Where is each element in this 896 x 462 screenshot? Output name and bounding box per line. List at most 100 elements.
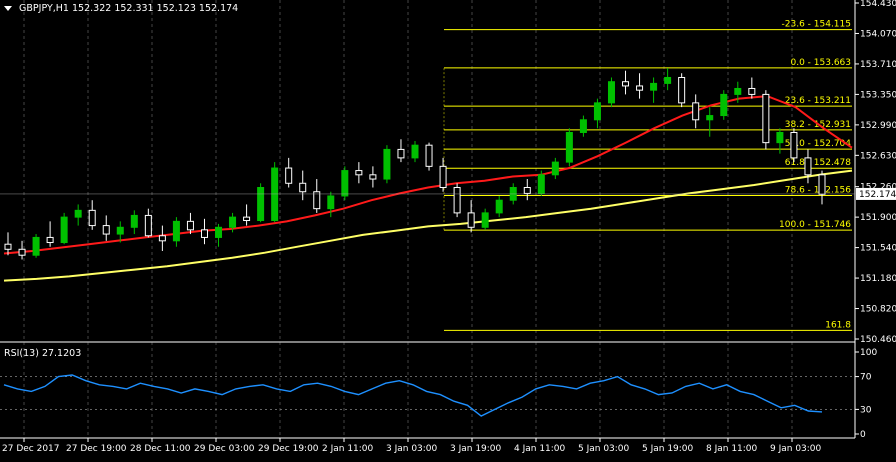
time-tick-label: 4 Jan 11:00: [514, 444, 566, 454]
current-price-label: 152.174: [859, 190, 896, 200]
time-tick-label: 29 Dec 19:00: [258, 444, 319, 454]
candle-body: [453, 187, 461, 214]
candle-body: [818, 174, 826, 195]
candle-body: [411, 144, 419, 159]
price-tick-label: 153.710: [860, 60, 896, 70]
candle-body: [88, 209, 96, 227]
candle-body: [383, 148, 391, 180]
candle-body: [144, 214, 152, 237]
time-tick-label: 29 Dec 03:00: [194, 444, 255, 454]
time-tick-label: 9 Jan 03:00: [770, 444, 822, 454]
candle-body: [397, 148, 405, 159]
candle-body: [607, 81, 615, 104]
candle-body: [425, 144, 433, 167]
candle-body: [355, 170, 363, 176]
price-tick-label: 152.260: [860, 183, 896, 193]
candle-body: [650, 82, 658, 91]
price-tick-label: 154.430: [860, 0, 896, 9]
candle-body: [116, 226, 124, 235]
candle-body: [692, 102, 700, 121]
ma-fast-line: [3, 95, 853, 255]
candle-body: [186, 220, 194, 231]
ohlc-readout: 152.322 152.331 152.123 152.174: [72, 3, 239, 14]
candle-body: [46, 236, 54, 244]
fibonacci-retracement[interactable]: -23.6 - 154.115 0.0 - 153.663 23.6 - 153.2…: [443, 20, 852, 331]
candle-body: [18, 248, 26, 256]
candle-body: [734, 87, 742, 95]
candle-body: [481, 212, 489, 228]
moving-averages: [3, 95, 853, 282]
fib-level-label: 61.8 - 152.478: [785, 158, 851, 168]
candle-body: [271, 167, 279, 222]
candle-body: [327, 195, 335, 210]
rsi-label: RSI(13) 27.1203: [4, 348, 82, 359]
candle-body: [32, 236, 40, 256]
price-tick-label: 151.180: [860, 274, 896, 284]
grid: [0, 0, 856, 439]
rsi-tick-label: 100: [860, 348, 877, 358]
candle-body: [636, 85, 644, 91]
candle-body: [60, 216, 68, 244]
price-tick-label: 152.630: [860, 151, 896, 161]
time-tick-label: 5 Jan 19:00: [642, 444, 694, 454]
fib-level-label: 50.0 - 152.704: [785, 139, 851, 149]
time-axis: 27 Dec 2017 27 Dec 19:00 28 Dec 11:00 29 De…: [2, 438, 822, 454]
rsi-tick-label: 0: [860, 430, 866, 440]
candle-body: [537, 174, 545, 194]
fib-level-label: 0.0 - 153.663: [791, 58, 852, 68]
time-tick-label: 27 Dec 19:00: [66, 444, 127, 454]
time-tick-label: 28 Dec 11:00: [130, 444, 191, 454]
ma-slow-line: [3, 169, 853, 282]
candle-body: [369, 174, 377, 180]
candle-body: [215, 226, 223, 238]
time-tick-label: 8 Jan 11:00: [706, 444, 758, 454]
candle-body: [523, 187, 531, 194]
triangle-down-icon[interactable]: [4, 6, 12, 11]
price-tick-label: 150.460: [860, 335, 896, 345]
candle-body: [706, 115, 714, 121]
candle-body: [285, 167, 293, 184]
chart-header: GBPJPY,H1 152.322 152.331 152.123 152.17…: [4, 3, 238, 14]
price-tick-label: 151.900: [860, 213, 896, 223]
candle-body: [664, 76, 672, 84]
price-tick-label: 150.820: [860, 305, 896, 315]
candle-body: [762, 93, 770, 144]
candle-body: [74, 209, 82, 218]
candle-body: [130, 214, 138, 228]
time-tick-label: 2 Jan 11:00: [322, 444, 374, 454]
candle-body: [720, 93, 728, 117]
symbol-label: GBPJPY,H1: [19, 3, 69, 14]
rsi-tick-label: 30: [860, 405, 872, 415]
candle-body: [790, 131, 798, 159]
candle-body: [158, 235, 166, 242]
candle-body: [341, 170, 349, 197]
candle-body: [678, 76, 686, 104]
candle-body: [804, 157, 812, 176]
fib-level-label: 100.0 - 151.746: [779, 220, 851, 230]
rsi-line: [3, 374, 823, 417]
fib-level-label: 78.6 - 152.156: [785, 185, 851, 195]
current-price-box: [856, 187, 896, 200]
candle-body: [551, 161, 559, 176]
price-tick-label: 151.540: [860, 244, 896, 254]
candle-body: [172, 220, 180, 242]
candle-body: [200, 229, 208, 238]
candles: [4, 68, 826, 260]
rsi-tick-label: 70: [860, 373, 872, 383]
candle-body: [467, 212, 475, 228]
candle-body: [4, 243, 12, 250]
candle-body: [257, 187, 265, 222]
candle-body: [593, 102, 601, 121]
candle-body: [565, 131, 573, 163]
candle-body: [776, 131, 784, 144]
time-tick-label: 3 Jan 19:00: [450, 444, 502, 454]
candle-body: [299, 182, 307, 193]
price-axis: 154.430 154.070 153.710 153.350 152.990 152.6…: [0, 0, 896, 345]
fib-level-label: -23.6 - 154.115: [782, 20, 851, 30]
price-tick-label: 153.350: [860, 90, 896, 100]
candle-body: [748, 87, 756, 95]
time-tick-label: 5 Jan 03:00: [578, 444, 630, 454]
candle-body: [243, 216, 251, 222]
